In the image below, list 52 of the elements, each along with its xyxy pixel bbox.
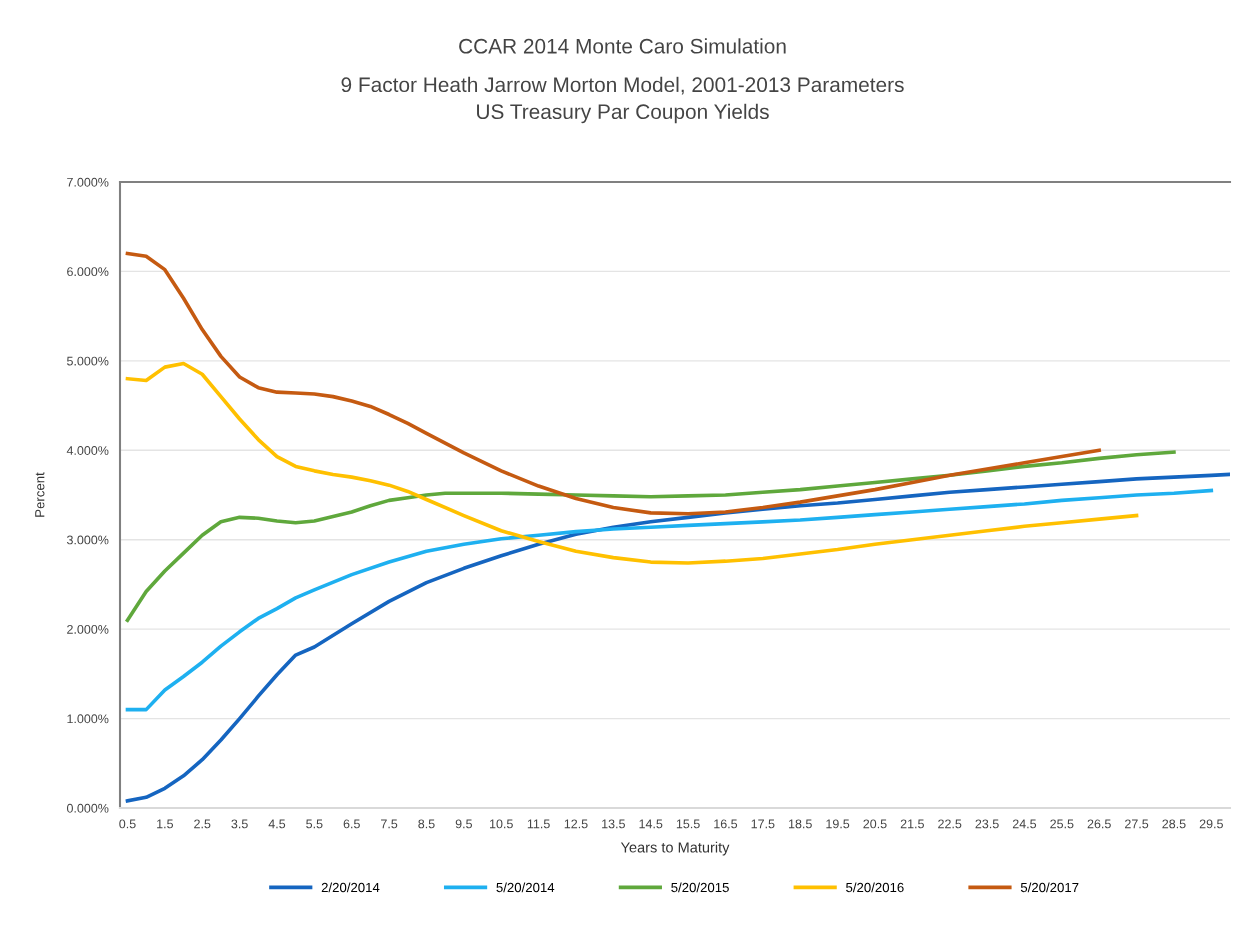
x-tick-label: 29.5 xyxy=(1199,819,1223,829)
x-tick-label: 0.5 xyxy=(119,819,136,829)
x-tick-label: 15.5 xyxy=(676,819,700,829)
line-series xyxy=(125,361,1139,565)
legend-label: 5/20/2015 xyxy=(671,882,729,893)
y-tick-label: 4.000% xyxy=(66,446,109,455)
x-tick-label: 18.5 xyxy=(788,819,812,829)
x-tick-label: 4.5 xyxy=(268,819,286,829)
legend-label: 2/20/2014 xyxy=(321,882,380,893)
legend-label: 5/20/2017 xyxy=(1020,882,1079,893)
x-tick-label: 26.5 xyxy=(1087,819,1111,829)
y-tick-label: 0.000% xyxy=(66,803,109,813)
y-tick-label: 5.000% xyxy=(67,356,109,366)
line-series xyxy=(125,472,1230,803)
x-tick-label: 7.5 xyxy=(381,819,398,829)
x-tick-label: 1.5 xyxy=(157,819,174,829)
line-series xyxy=(125,450,1176,623)
line-series xyxy=(125,251,1101,516)
x-tick-label: 19.5 xyxy=(826,819,850,829)
x-tick-label: 24.5 xyxy=(1012,819,1037,829)
y-tick-label: 2.000% xyxy=(67,624,109,634)
x-tick-label: 21.5 xyxy=(900,819,924,829)
x-tick-label: 8.5 xyxy=(418,819,435,829)
x-axis-title: Years to Maturity xyxy=(620,841,730,856)
x-tick-label: 17.5 xyxy=(751,819,775,829)
x-tick-label: 6.5 xyxy=(343,819,360,829)
x-tick-label: 22.5 xyxy=(938,819,962,829)
chart-title: CCAR 2014 Monte Caro Simulation xyxy=(459,38,786,54)
line-series xyxy=(125,488,1214,712)
x-tick-label: 13.5 xyxy=(602,819,625,829)
x-tick-label: 28.5 xyxy=(1162,819,1186,829)
x-tick-label: 3.5 xyxy=(231,819,248,829)
y-axis-title: Percent xyxy=(35,472,45,517)
x-tick-label: 10.5 xyxy=(490,819,513,829)
y-tick-label: 3.000% xyxy=(66,535,109,545)
x-tick-label: 16.5 xyxy=(714,819,738,829)
chart-subtitle: 9 Factor Heath Jarrow Morton Model, 2001-2013 Parameters US Treasury Par Coupon Yields xyxy=(341,76,904,124)
x-tick-label: 12.5 xyxy=(564,819,588,829)
x-tick-label: 5.5 xyxy=(306,819,323,829)
legend-label: 5/20/2016 xyxy=(846,882,904,893)
y-tick-label: 6.000% xyxy=(67,267,109,277)
x-tick-label: 20.5 xyxy=(863,819,887,829)
x-tick-label: 27.5 xyxy=(1125,819,1149,829)
x-tick-label: 2.5 xyxy=(194,819,211,829)
x-tick-label: 23.5 xyxy=(975,819,999,829)
legend-label: 5/20/2014 xyxy=(496,882,555,893)
y-tick-label: 7.000% xyxy=(67,177,109,187)
y-tick-label: 1.000% xyxy=(67,714,109,724)
x-tick-label: 25.5 xyxy=(1050,819,1074,829)
x-tick-label: 14.5 xyxy=(639,819,663,829)
x-tick-label: 9.5 xyxy=(455,819,472,829)
x-tick-label: 11.5 xyxy=(527,819,550,829)
